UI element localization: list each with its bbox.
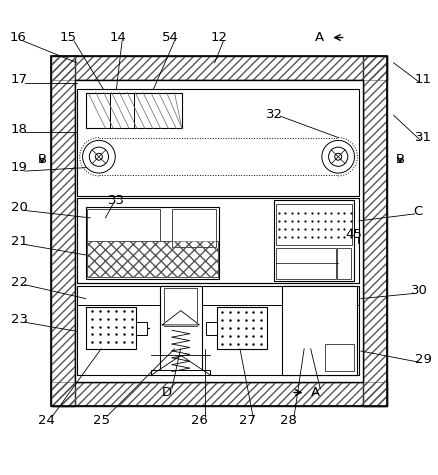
Text: 11: 11 [415, 73, 432, 86]
Bar [276, 248, 336, 279]
Bar [51, 57, 387, 80]
Text: 23: 23 [11, 313, 28, 326]
Text: 15: 15 [60, 31, 77, 44]
Bar [87, 241, 218, 277]
Text: A: A [315, 31, 324, 44]
Text: 27: 27 [239, 414, 256, 427]
Bar [51, 57, 387, 80]
Bar [136, 322, 147, 335]
Text: 20: 20 [11, 201, 28, 214]
Text: 24: 24 [38, 414, 55, 427]
Text: 19: 19 [11, 161, 28, 174]
Bar [87, 209, 160, 247]
Text: 22: 22 [11, 276, 28, 288]
Circle shape [83, 141, 115, 173]
Text: 54: 54 [162, 31, 179, 44]
Bar [217, 307, 267, 349]
Bar [325, 344, 353, 370]
Bar [164, 288, 197, 326]
Bar [77, 285, 359, 375]
Bar [51, 57, 387, 406]
Bar [51, 57, 75, 406]
Text: 18: 18 [11, 123, 28, 136]
Text: 17: 17 [11, 73, 28, 86]
Text: A: A [311, 386, 320, 399]
Circle shape [335, 153, 342, 160]
Text: 14: 14 [109, 31, 126, 44]
Text: 30: 30 [410, 284, 427, 297]
Text: 45: 45 [345, 228, 362, 240]
Bar [86, 307, 136, 349]
Polygon shape [162, 311, 199, 325]
Circle shape [328, 147, 348, 166]
Bar [336, 248, 351, 279]
Text: 28: 28 [280, 414, 297, 427]
Bar [274, 200, 354, 281]
Text: 29: 29 [415, 353, 432, 366]
Text: D: D [162, 386, 172, 399]
Bar [51, 381, 387, 406]
Bar [86, 93, 182, 128]
Text: C: C [413, 205, 422, 218]
Text: 33: 33 [108, 194, 125, 207]
Circle shape [89, 147, 109, 166]
Bar [151, 370, 210, 375]
Bar [173, 209, 216, 247]
Text: 31: 31 [415, 131, 432, 143]
Bar [283, 285, 357, 375]
Bar [51, 57, 75, 406]
Text: 21: 21 [11, 236, 28, 248]
Bar [51, 381, 387, 406]
Circle shape [322, 141, 354, 173]
Bar [75, 80, 363, 381]
Text: 25: 25 [92, 414, 110, 427]
Text: B: B [38, 153, 47, 166]
Bar [363, 57, 387, 406]
Bar [276, 204, 352, 245]
Bar [86, 207, 219, 279]
Bar [206, 322, 217, 335]
Bar [77, 89, 359, 196]
Bar [160, 285, 201, 375]
Bar [363, 57, 387, 406]
Text: 32: 32 [266, 108, 283, 121]
Text: 12: 12 [211, 31, 227, 44]
Bar [77, 198, 359, 284]
Text: 26: 26 [191, 414, 208, 427]
Bar [87, 241, 218, 277]
Text: 16: 16 [10, 31, 27, 44]
Circle shape [95, 153, 102, 160]
Text: B: B [396, 153, 405, 166]
